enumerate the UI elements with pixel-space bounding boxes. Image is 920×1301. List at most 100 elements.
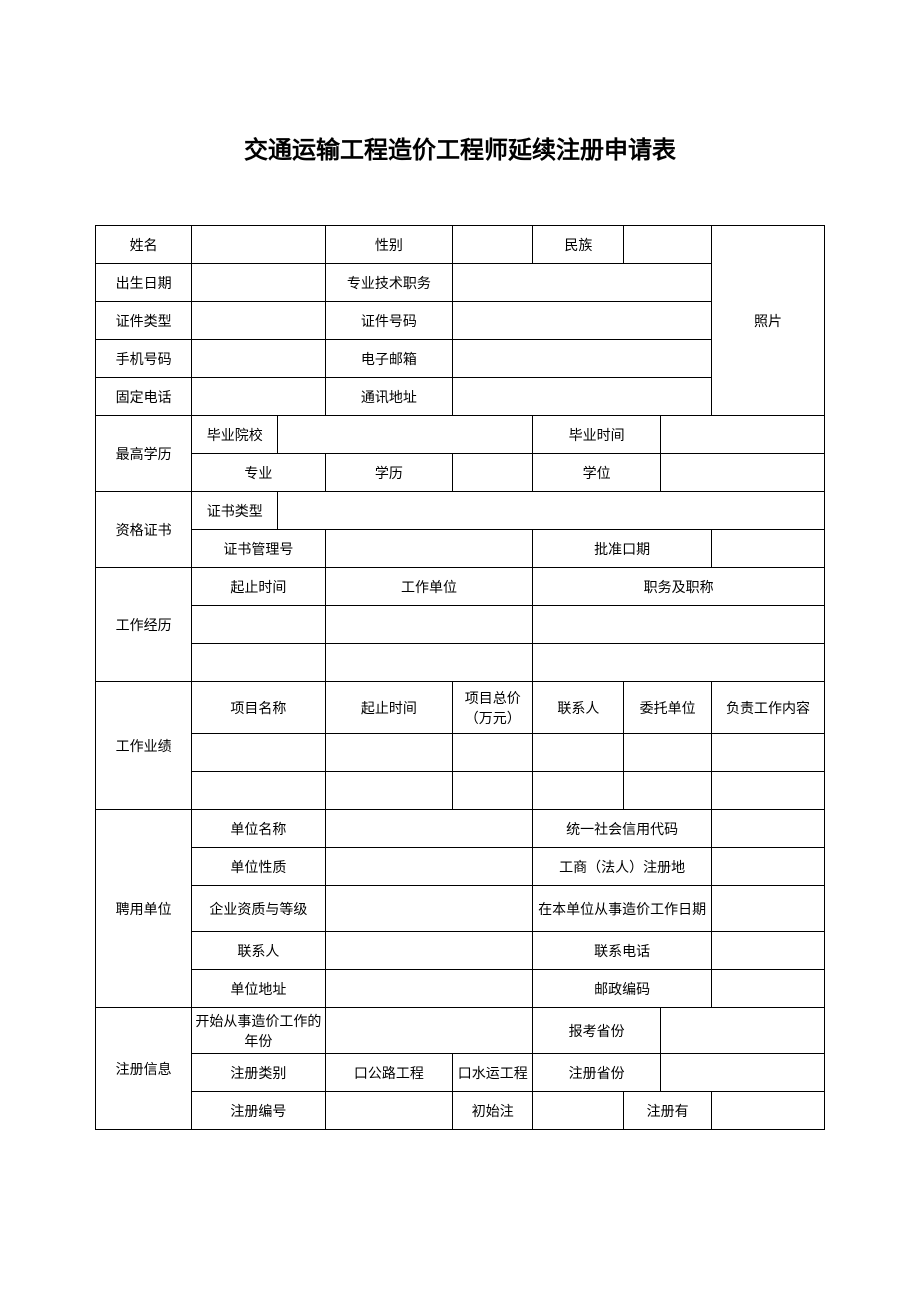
field-wh-pos-2[interactable] bbox=[533, 644, 825, 682]
label-cert-type: 证书类型 bbox=[192, 492, 278, 530]
label-birthdate: 出生日期 bbox=[96, 264, 192, 302]
label-id-number: 证件号码 bbox=[325, 302, 453, 340]
label-cert-mgmt-no: 证书管理号 bbox=[192, 530, 325, 568]
label-id-type: 证件类型 bbox=[96, 302, 192, 340]
field-wp-total-2[interactable] bbox=[453, 772, 533, 810]
label-social-code: 统一社会信用代码 bbox=[533, 810, 712, 848]
label-reg-category: 注册类别 bbox=[192, 1054, 325, 1092]
field-email[interactable] bbox=[453, 340, 712, 378]
field-phone[interactable] bbox=[192, 378, 325, 416]
field-ethnicity[interactable] bbox=[624, 226, 711, 264]
field-address[interactable] bbox=[453, 378, 712, 416]
field-cert-mgmt-no[interactable] bbox=[325, 530, 533, 568]
label-unit-qual: 企业资质与等级 bbox=[192, 886, 325, 932]
label-degree: 学位 bbox=[533, 454, 661, 492]
label-contact-2: 联系人 bbox=[192, 932, 325, 970]
field-contact-phone[interactable] bbox=[711, 932, 824, 970]
field-wh-unit-2[interactable] bbox=[325, 644, 533, 682]
label-email: 电子邮箱 bbox=[325, 340, 453, 378]
field-unit-address[interactable] bbox=[325, 970, 533, 1008]
label-unit-name: 单位名称 bbox=[192, 810, 325, 848]
label-position-title: 职务及职称 bbox=[533, 568, 825, 606]
field-reg-number[interactable] bbox=[325, 1092, 453, 1130]
checkbox-highway[interactable]: 口公路工程 bbox=[325, 1054, 453, 1092]
field-approval-date[interactable] bbox=[711, 530, 824, 568]
label-gender: 性别 bbox=[325, 226, 453, 264]
label-pro-title: 专业技术职务 bbox=[325, 264, 453, 302]
field-wh-pos-1[interactable] bbox=[533, 606, 825, 644]
label-biz-reg-place: 工商（法人）注册地 bbox=[533, 848, 712, 886]
field-cert-type[interactable] bbox=[278, 492, 825, 530]
checkbox-waterway[interactable]: 口水运工程 bbox=[453, 1054, 533, 1092]
label-grad-school: 毕业院校 bbox=[192, 416, 278, 454]
label-entrust-unit: 委托单位 bbox=[624, 682, 711, 734]
field-social-code[interactable] bbox=[711, 810, 824, 848]
field-wp-contact-2[interactable] bbox=[533, 772, 624, 810]
field-postcode[interactable] bbox=[711, 970, 824, 1008]
field-edu-level[interactable] bbox=[453, 454, 533, 492]
field-reg-province[interactable] bbox=[660, 1054, 824, 1092]
label-cost-work-start-year: 开始从事造价工作的年份 bbox=[192, 1008, 325, 1054]
field-exam-province[interactable] bbox=[660, 1008, 824, 1054]
field-pro-title[interactable] bbox=[453, 264, 712, 302]
field-cost-work-start-year[interactable] bbox=[325, 1008, 533, 1054]
label-initial-reg: 初始注 bbox=[453, 1092, 533, 1130]
field-wp-entrust-1[interactable] bbox=[624, 734, 711, 772]
photo-cell[interactable]: 照片 bbox=[711, 226, 824, 416]
label-period-2: 起止时间 bbox=[325, 682, 453, 734]
field-reg-valid[interactable] bbox=[711, 1092, 824, 1130]
field-unit-qual[interactable] bbox=[325, 886, 533, 932]
application-form-table: 姓名 性别 民族 照片 出生日期 专业技术职务 证件类型 证件号码 手机号码 电… bbox=[95, 225, 825, 1130]
field-unit-nature[interactable] bbox=[325, 848, 533, 886]
field-wp-content-1[interactable] bbox=[711, 734, 824, 772]
field-wh-period-1[interactable] bbox=[192, 606, 325, 644]
field-id-type[interactable] bbox=[192, 302, 325, 340]
field-initial-reg[interactable] bbox=[533, 1092, 624, 1130]
label-address: 通讯地址 bbox=[325, 378, 453, 416]
field-wp-name-1[interactable] bbox=[192, 734, 325, 772]
field-birthdate[interactable] bbox=[192, 264, 325, 302]
page-title: 交通运输工程造价工程师延续注册申请表 bbox=[95, 130, 825, 165]
label-cost-work-date: 在本单位从事造价工作日期 bbox=[533, 886, 712, 932]
label-ethnicity: 民族 bbox=[533, 226, 624, 264]
field-mobile[interactable] bbox=[192, 340, 325, 378]
field-wp-period-1[interactable] bbox=[325, 734, 453, 772]
label-employer: 聘用单位 bbox=[96, 810, 192, 1008]
label-work-history: 工作经历 bbox=[96, 568, 192, 682]
label-phone: 固定电话 bbox=[96, 378, 192, 416]
label-work-perf: 工作业绩 bbox=[96, 682, 192, 810]
label-project-name: 项目名称 bbox=[192, 682, 325, 734]
field-name[interactable] bbox=[192, 226, 325, 264]
field-wp-contact-1[interactable] bbox=[533, 734, 624, 772]
field-wp-total-1[interactable] bbox=[453, 734, 533, 772]
field-id-number[interactable] bbox=[453, 302, 712, 340]
label-grad-time: 毕业时间 bbox=[533, 416, 661, 454]
label-work-unit: 工作单位 bbox=[325, 568, 533, 606]
field-unit-name[interactable] bbox=[325, 810, 533, 848]
field-wp-period-2[interactable] bbox=[325, 772, 453, 810]
label-unit-nature: 单位性质 bbox=[192, 848, 325, 886]
field-emp-contact[interactable] bbox=[325, 932, 533, 970]
label-postcode: 邮政编码 bbox=[533, 970, 712, 1008]
label-work-content: 负责工作内容 bbox=[711, 682, 824, 734]
field-wh-unit-1[interactable] bbox=[325, 606, 533, 644]
label-mobile: 手机号码 bbox=[96, 340, 192, 378]
label-edu-level: 学历 bbox=[325, 454, 453, 492]
field-grad-school[interactable] bbox=[278, 416, 533, 454]
field-cost-work-date[interactable] bbox=[711, 886, 824, 932]
field-biz-reg-place[interactable] bbox=[711, 848, 824, 886]
label-highest-edu: 最高学历 bbox=[96, 416, 192, 492]
field-grad-time[interactable] bbox=[660, 416, 824, 454]
label-reg-province: 注册省份 bbox=[533, 1054, 661, 1092]
label-qual-cert: 资格证书 bbox=[96, 492, 192, 568]
label-period: 起止时间 bbox=[192, 568, 325, 606]
field-wh-period-2[interactable] bbox=[192, 644, 325, 682]
label-unit-address: 单位地址 bbox=[192, 970, 325, 1008]
field-wp-name-2[interactable] bbox=[192, 772, 325, 810]
field-wp-content-2[interactable] bbox=[711, 772, 824, 810]
label-name: 姓名 bbox=[96, 226, 192, 264]
field-wp-entrust-2[interactable] bbox=[624, 772, 711, 810]
label-contact-phone: 联系电话 bbox=[533, 932, 712, 970]
field-gender[interactable] bbox=[453, 226, 533, 264]
field-degree[interactable] bbox=[660, 454, 824, 492]
